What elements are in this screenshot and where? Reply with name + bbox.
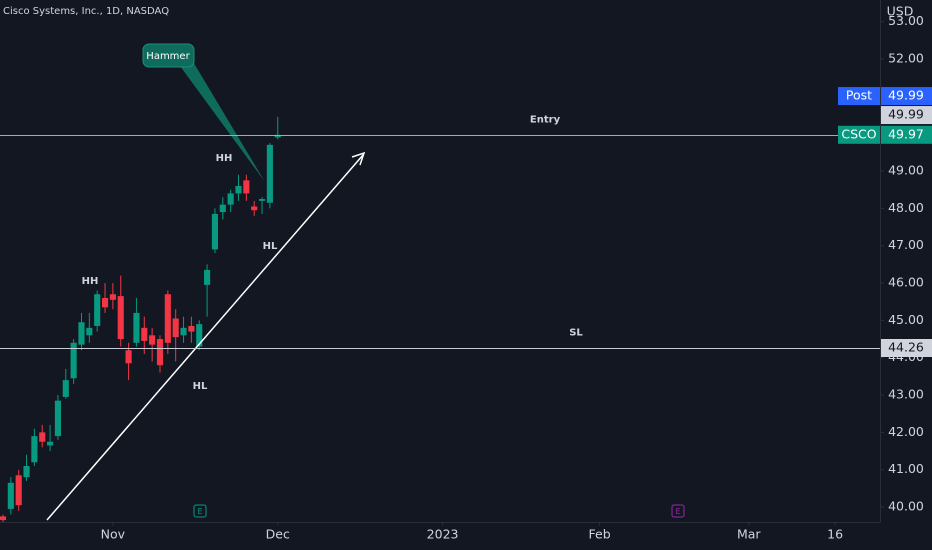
event-icon[interactable] [193, 504, 207, 518]
candle-body [180, 327, 187, 336]
candle-body [109, 294, 116, 300]
price-tag-value: 44.26 [888, 340, 924, 355]
event-icon[interactable] [671, 504, 685, 518]
y-tick-label: 49.00 [888, 163, 924, 178]
trend-arrow-head [351, 151, 366, 166]
candle-body [70, 342, 77, 379]
y-tick-label: 41.00 [888, 461, 924, 476]
candle-body [227, 193, 234, 205]
price-tag-name: CSCO [841, 126, 876, 141]
candle-body [211, 213, 218, 250]
candle-body [15, 475, 22, 506]
candle-body [156, 339, 164, 366]
candle-body [243, 180, 250, 194]
y-tick-label: 43.00 [888, 387, 924, 402]
price-tag [838, 125, 880, 144]
price-tag [881, 106, 932, 125]
candle-body [149, 335, 156, 345]
callout-box [142, 43, 195, 68]
price-tag-value: 49.97 [888, 126, 924, 141]
candle-body [62, 380, 69, 397]
annotation: HL [193, 381, 208, 392]
candle-body [94, 294, 101, 326]
candle-body [117, 296, 124, 340]
y-tick-label: 45.00 [888, 312, 924, 327]
x-tick-label: 2023 [427, 527, 459, 542]
x-tick-label: 16 [827, 527, 843, 542]
candle-body [266, 144, 273, 203]
candle-body [164, 294, 171, 343]
candle-body [86, 327, 93, 336]
currency: USD [887, 4, 914, 19]
price-tag [881, 125, 932, 144]
candle-body [54, 400, 61, 437]
candle-body [0, 516, 7, 521]
candle-body [196, 324, 203, 347]
chart-title: Cisco Systems, Inc., 1D, NASDAQ [3, 6, 169, 17]
level-label: Entry [530, 115, 561, 126]
candle-body [7, 482, 14, 509]
x-tick-label: Dec [266, 527, 290, 542]
x-tick-label: Nov [101, 527, 126, 542]
y-tick-label: 47.00 [888, 237, 924, 252]
x-tick-label: Mar [737, 527, 761, 542]
y-tick-label: 42.00 [888, 424, 924, 439]
y-tick-label: 46.00 [888, 275, 924, 290]
candle-body [101, 297, 109, 308]
callout-text: Hammer [146, 51, 190, 62]
candle-body [251, 206, 258, 211]
candle-body [133, 312, 140, 343]
price-tag [881, 339, 932, 357]
candle-body [258, 199, 266, 201]
candle-body [31, 436, 38, 463]
candle-body [141, 327, 148, 341]
price-tag-value: 49.99 [888, 107, 924, 122]
price-tag [838, 87, 880, 106]
annotation: HH [82, 276, 99, 287]
candle-body [47, 441, 54, 446]
candle-body [172, 318, 179, 338]
price-tag-value: 49.99 [888, 88, 924, 103]
y-tick-label: 40.00 [888, 499, 924, 514]
candle-body [204, 269, 211, 285]
price-tag-name: Post [846, 88, 872, 103]
x-tick-label: Feb [589, 527, 611, 542]
event-label[interactable]: E [675, 507, 680, 516]
level-label: SL [569, 328, 583, 339]
plot-area [0, 116, 281, 522]
callout-pointer [180, 60, 265, 182]
y-tick-label: 53.00 [888, 13, 924, 28]
candle-body [39, 432, 46, 442]
event-label[interactable]: E [197, 507, 202, 516]
annotation: HL [263, 241, 278, 252]
y-tick-label: 52.00 [888, 50, 924, 65]
price-tag [881, 87, 932, 106]
candle-body [125, 350, 132, 364]
candle-body [219, 204, 226, 213]
candle-body [78, 322, 85, 345]
candle-body [274, 134, 281, 138]
candle-body [188, 325, 195, 332]
trend-line [46, 154, 364, 521]
annotation: HH [216, 153, 233, 164]
y-tick-label: 48.00 [888, 200, 924, 215]
candle-body [23, 465, 30, 478]
candle-body [235, 185, 242, 194]
